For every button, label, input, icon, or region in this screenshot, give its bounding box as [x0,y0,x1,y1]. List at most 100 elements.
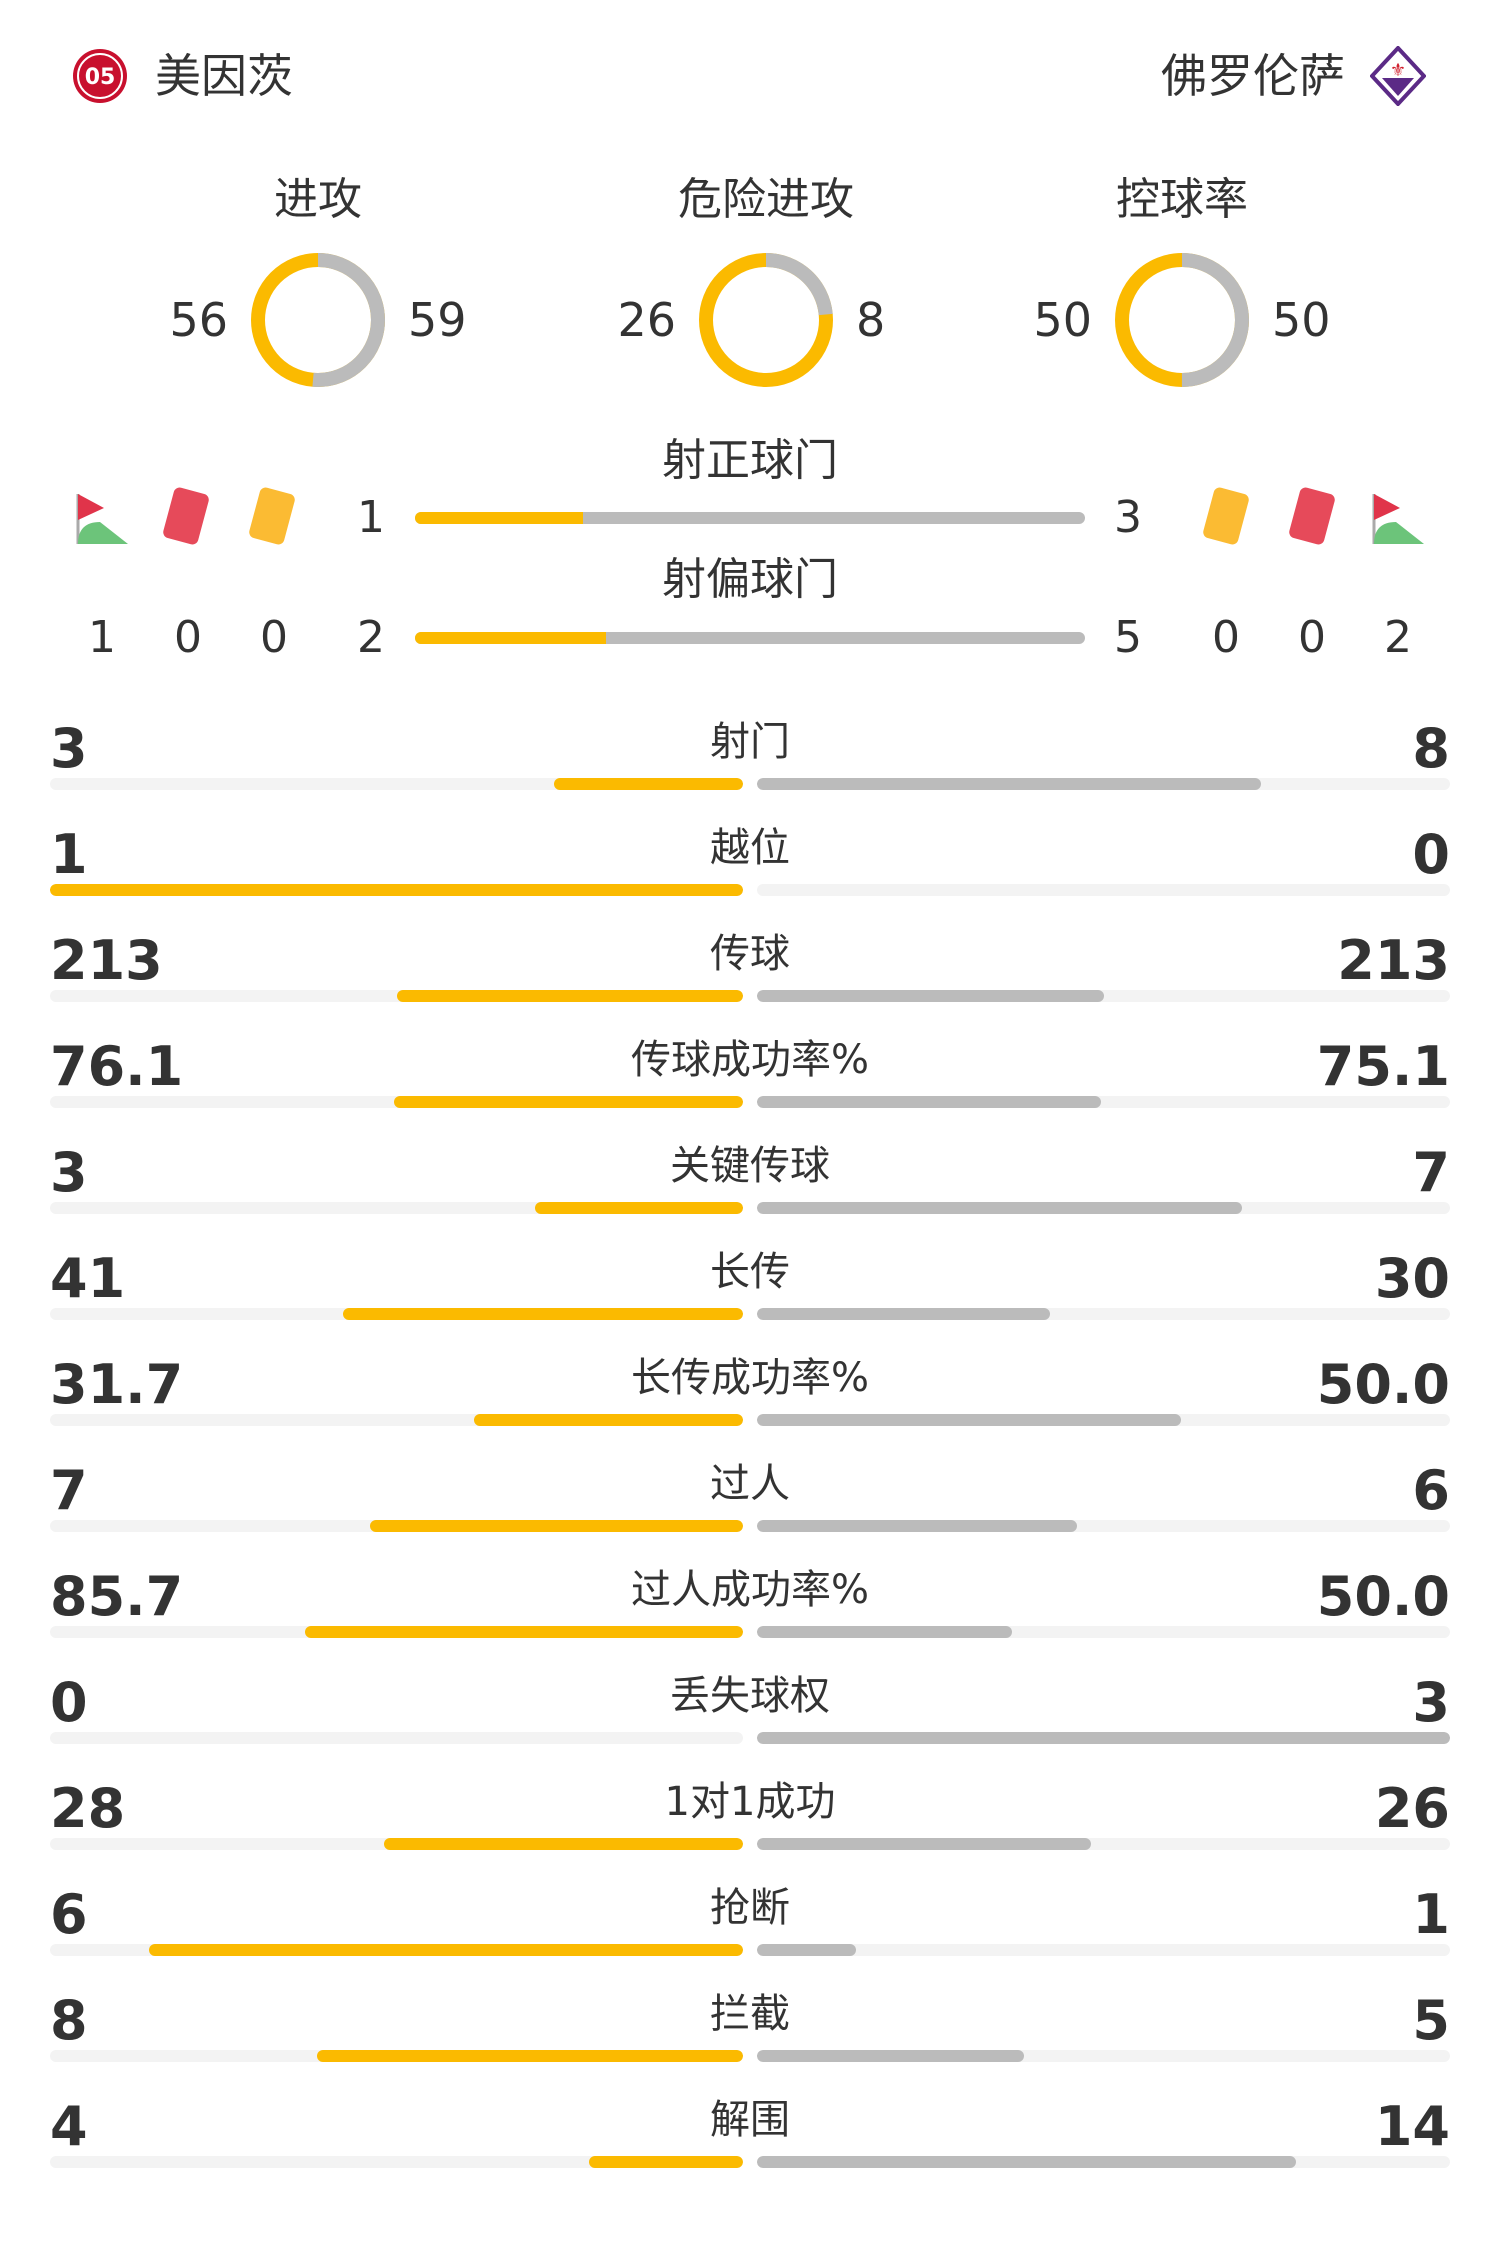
red-card-icon [161,486,211,546]
away-logo: ⚜ [1369,45,1427,107]
svg-text:05: 05 [85,65,116,90]
stat-away-value: 30 [1374,1247,1450,1310]
stat-label: 过人成功率% [630,1567,869,1613]
stat-home-value: 213 [50,929,163,992]
stat-label: 拦截 [710,1991,790,2037]
stat-away-fill [757,1096,1102,1108]
stat-row: 0 丢失球权 3 [0,1659,1500,1765]
donut-away-arc [1115,253,1249,387]
stat-home-fill [589,2156,743,2168]
stat-home-value: 3 [50,1141,88,1204]
stat-home-value: 1 [50,823,88,886]
stat-away-fill [757,1944,856,1956]
stat-label: 越位 [710,825,790,871]
stat-home-value: 8 [50,1989,88,2052]
stat-label: 抢断 [710,1885,790,1931]
stat-row: 6 抢断 1 [0,1871,1500,1977]
stat-away-value: 213 [1337,929,1450,992]
stat-home-value: 0 [50,1671,88,1734]
shots-off-target-label: 射偏球门 [662,554,838,605]
stat-away-fill [757,2156,1296,2168]
stat-label: 长传成功率% [630,1355,869,1401]
stat-away-bar [757,990,1450,1002]
stat-away-fill [757,1308,1050,1320]
stat-away-value: 8 [1412,717,1450,780]
stat-home-fill [396,990,743,1002]
stat-row: 4 解围 14 [0,2083,1500,2189]
stat-home-fill [369,1520,743,1532]
stat-home-bar [50,1520,743,1532]
stat-away-bar [757,1838,1450,1850]
stat-away-fill [757,2050,1024,2062]
stat-away-fill [757,1414,1182,1426]
away-yellow-cards: 0 [1212,612,1240,663]
stat-away-bar [757,1096,1450,1108]
stat-away-fill [757,1202,1243,1214]
stat-row: 41 长传 30 [0,1235,1500,1341]
stat-label: 过人 [710,1461,790,1507]
stat-home-fill [535,1202,743,1214]
stat-away-bar [757,1944,1450,1956]
shots-off-bar [415,632,1085,644]
donut-chart [1115,253,1249,387]
stat-away-bar [757,1414,1450,1426]
home-team-name[interactable]: 美因茨 [155,49,293,103]
stat-label: 关键传球 [670,1143,830,1189]
donut-away-arc [251,253,385,387]
stat-home-bar [50,1202,743,1214]
corner-flag-icon [76,492,130,550]
stat-away-bar [757,1626,1450,1638]
yellow-card-icon [247,486,297,546]
stat-row: 7 过人 6 [0,1447,1500,1553]
stat-away-bar [757,1732,1450,1744]
stat-away-bar [757,2156,1450,2168]
stat-away-value: 1 [1412,1883,1450,1946]
stat-home-bar [50,2050,743,2062]
stat-home-bar [50,990,743,1002]
stat-away-fill [757,990,1104,1002]
stat-home-fill [50,884,743,896]
stat-away-bar [757,1202,1450,1214]
stat-home-value: 41 [50,1247,126,1310]
shots-off-away-value: 5 [1114,612,1142,663]
stat-label: 长传 [710,1249,790,1295]
stat-row: 76.1 传球成功率% 75.1 [0,1023,1500,1129]
stat-away-bar [757,1520,1450,1532]
donut-away-value: 59 [408,293,467,347]
stat-home-fill [474,1414,743,1426]
home-red-cards: 0 [174,612,202,663]
stat-home-bar [50,1732,743,1744]
donut-label: 危险进攻 [678,174,854,225]
stat-home-fill [305,1626,743,1638]
stat-label: 传球 [710,931,790,977]
shots-on-bar [415,512,1085,524]
stat-row: 85.7 过人成功率% 50.0 [0,1553,1500,1659]
stat-row: 1 越位 0 [0,811,1500,917]
stat-away-value: 50.0 [1316,1353,1450,1416]
stat-home-value: 31.7 [50,1353,184,1416]
donut-away-value: 8 [856,293,886,347]
stat-away-value: 3 [1412,1671,1450,1734]
shots-on-home-value: 1 [357,492,385,543]
svg-text:⚜: ⚜ [1390,60,1406,81]
corner-flag-icon [1372,492,1426,550]
stat-home-value: 3 [50,717,88,780]
stat-home-fill [316,2050,743,2062]
stat-row: 213 传球 213 [0,917,1500,1023]
stat-home-bar [50,884,743,896]
stat-row: 3 关键传球 7 [0,1129,1500,1235]
stat-away-bar [757,778,1450,790]
donut-away-value: 50 [1272,293,1331,347]
stat-home-bar [50,1944,743,1956]
stat-home-fill [342,1308,743,1320]
stat-home-value: 76.1 [50,1035,184,1098]
stat-row: 3 射门 8 [0,705,1500,811]
shots-on-away-value: 3 [1114,492,1142,543]
donut-home-value: 56 [169,293,228,347]
donut-home-value: 26 [617,293,676,347]
away-team-name[interactable]: 佛罗伦萨 [1161,49,1345,103]
stat-away-value: 50.0 [1316,1565,1450,1628]
stat-away-value: 75.1 [1316,1035,1450,1098]
stat-home-value: 6 [50,1883,88,1946]
away-red-cards: 0 [1298,612,1326,663]
